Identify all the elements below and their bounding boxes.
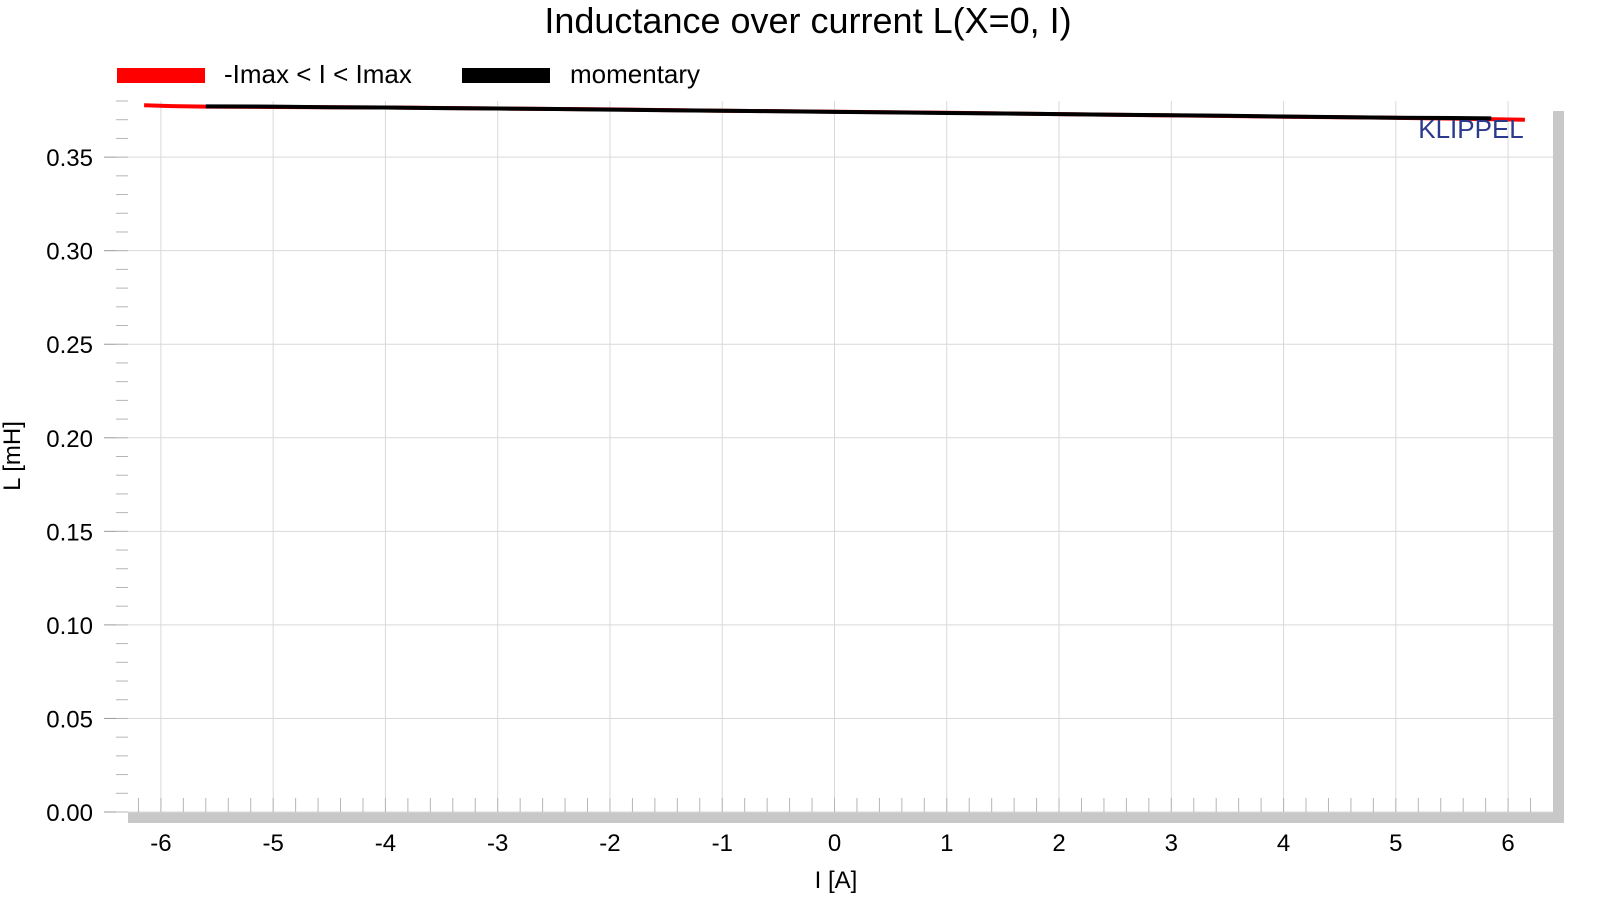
- x-axis-label: I [A]: [815, 867, 858, 894]
- legend-label-range: -Imax < I < Imax: [224, 59, 412, 89]
- x-tick-label: 0: [828, 830, 841, 857]
- x-tick-label: 6: [1501, 830, 1514, 857]
- y-tick-label: 0.00: [46, 800, 93, 827]
- x-tick-label: -1: [712, 830, 733, 857]
- x-tick-label: 1: [940, 830, 953, 857]
- y-tick-label: 0.05: [46, 706, 93, 733]
- legend: -Imax < I < Imax momentary: [117, 59, 700, 89]
- series-line-momentary: [205, 104, 1492, 121]
- legend-label-momentary: momentary: [570, 59, 700, 89]
- series-layer: [144, 103, 1525, 122]
- minor-ticks: [104, 100, 1532, 813]
- y-tick-label: 0.35: [46, 145, 93, 172]
- x-tick-label: -5: [263, 830, 284, 857]
- x-tick-label: 3: [1165, 830, 1178, 857]
- y-axis: 0.00 0.05 0.10 0.15 0.20 0.25 0.30 0.35: [46, 145, 93, 827]
- klippel-watermark: KLIPPEL: [1418, 114, 1524, 144]
- y-tick-label: 0.10: [46, 613, 93, 640]
- x-axis: -6 -5 -4 -3 -2 -1 0 1 2 3 4 5 6: [150, 830, 1515, 857]
- x-tick-label: 2: [1052, 830, 1065, 857]
- x-tick-label: 5: [1389, 830, 1402, 857]
- legend-swatch-range: [117, 68, 205, 83]
- x-tick-label: -3: [487, 830, 508, 857]
- y-tick-label: 0.20: [46, 426, 93, 453]
- y-tick-label: 0.30: [46, 239, 93, 266]
- y-axis-label: L [mH]: [0, 421, 26, 491]
- x-tick-label: -6: [150, 830, 171, 857]
- legend-swatch-momentary: [462, 68, 550, 83]
- grid: [116, 101, 1553, 813]
- x-tick-label: -2: [599, 830, 620, 857]
- x-tick-label: -4: [375, 830, 396, 857]
- y-tick-label: 0.15: [46, 519, 93, 546]
- y-tick-label: 0.25: [46, 332, 93, 359]
- x-tick-label: 4: [1277, 830, 1290, 857]
- chart-title: Inductance over current L(X=0, I): [544, 0, 1071, 41]
